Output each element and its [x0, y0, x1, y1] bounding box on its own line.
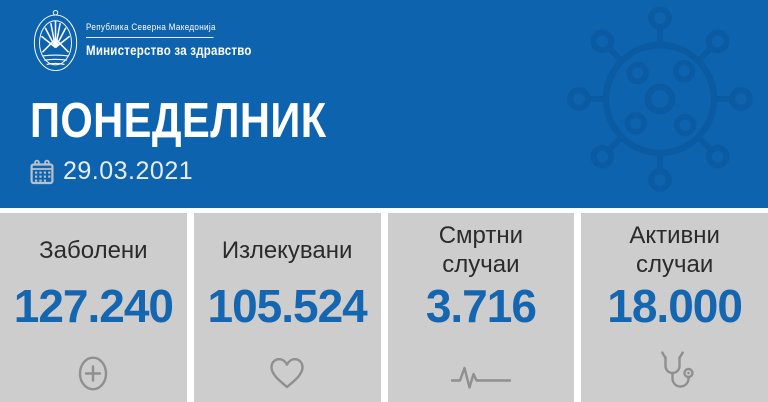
- republic-name: Република Северна Македонија: [86, 22, 216, 33]
- stat-label: Заболени: [39, 236, 148, 264]
- stat-value: 105.524: [207, 280, 367, 332]
- stat-card-infected: Заболени 127.240: [0, 213, 187, 402]
- day-title: ПОНЕДЕЛНИК: [30, 94, 327, 148]
- header: Република Северна Македонија Министерств…: [0, 0, 768, 208]
- date-row: 29.03.2021: [30, 157, 193, 186]
- heart-icon: [270, 358, 304, 389]
- stat-value: 127.240: [13, 280, 174, 332]
- stat-label: Активни случаи: [629, 222, 720, 278]
- stats-row: Заболени 127.240 Излекувани 105.524 Смрт…: [0, 208, 768, 402]
- stat-value: 3.716: [425, 280, 537, 332]
- ministry-name: Министерство за здравство: [86, 43, 252, 58]
- stat-label: Излекувани: [221, 236, 353, 264]
- pulse-line-icon: [450, 366, 511, 389]
- stat-value: 18.000: [607, 280, 743, 332]
- stat-card-recovered: Излекувани 105.524: [193, 213, 381, 402]
- stethoscope-icon: [660, 351, 694, 388]
- coronavirus-icon: [567, 6, 753, 192]
- calendar-icon: [30, 159, 54, 184]
- coat-of-arms-logo: [33, 10, 78, 72]
- brand-block: Република Северна Македонија Министерств…: [32, 8, 281, 72]
- stat-label: Смртни случаи: [438, 222, 524, 278]
- stat-card-active: Активни случаи 18.000: [581, 213, 768, 402]
- date-text: 29.03.2021: [63, 157, 194, 185]
- org-titles: Република Северна Македонија Министерств…: [86, 22, 252, 58]
- plus-circle-icon: [79, 356, 108, 391]
- stat-card-deaths: Смртни случаи 3.716: [387, 213, 575, 402]
- org-divider: [86, 37, 214, 38]
